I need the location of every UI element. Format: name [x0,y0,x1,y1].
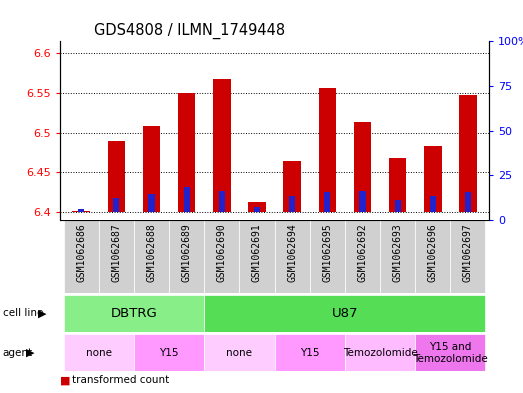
Text: GSM1062687: GSM1062687 [111,224,121,283]
Bar [143,126,161,212]
Bar [204,295,485,332]
Text: Temozolomide: Temozolomide [343,348,417,358]
Bar [134,220,169,293]
Bar [113,198,119,212]
Text: ■: ■ [60,375,71,385]
Bar [149,194,155,212]
Text: none: none [226,348,253,358]
Bar [275,220,310,293]
Text: ▶: ▶ [38,309,47,318]
Bar [345,334,415,371]
Bar [240,220,275,293]
Text: GSM1062692: GSM1062692 [357,224,368,283]
Bar [345,220,380,293]
Text: GSM1062693: GSM1062693 [393,224,403,283]
Bar [459,94,476,212]
Bar [64,334,134,371]
Bar [465,193,471,212]
Text: GSM1062686: GSM1062686 [76,224,86,283]
Bar [310,220,345,293]
Bar [204,334,275,371]
Text: U87: U87 [332,307,358,320]
Bar [213,79,231,212]
Text: GSM1062689: GSM1062689 [181,224,192,283]
Text: Y15 and
Temozolomide: Y15 and Temozolomide [413,342,488,364]
Text: GSM1062696: GSM1062696 [428,224,438,283]
Bar [248,202,266,212]
Text: none: none [86,348,112,358]
Text: GSM1062688: GSM1062688 [146,224,156,283]
Text: GSM1062691: GSM1062691 [252,224,262,283]
Text: GSM1062690: GSM1062690 [217,224,227,283]
Text: GSM1062695: GSM1062695 [322,224,332,283]
Text: cell line: cell line [3,309,43,318]
Text: Y15: Y15 [160,348,179,358]
Bar [169,220,204,293]
Bar [415,334,485,371]
Bar [178,93,196,212]
Bar [354,122,371,212]
Bar [324,193,331,212]
Bar [275,334,345,371]
Bar [108,141,125,212]
Bar [430,196,436,212]
Bar [380,220,415,293]
Bar [73,211,90,212]
Bar [184,187,190,212]
Text: agent: agent [3,348,33,358]
Text: transformed count: transformed count [72,375,169,385]
Bar [394,200,401,212]
Bar [289,196,295,212]
Bar [450,220,485,293]
Bar [283,161,301,212]
Text: DBTRG: DBTRG [110,307,157,320]
Bar [219,191,225,212]
Text: GSM1062694: GSM1062694 [287,224,297,283]
Text: GDS4808 / ILMN_1749448: GDS4808 / ILMN_1749448 [95,22,286,39]
Bar [254,207,260,212]
Bar [64,295,204,332]
Bar [389,158,406,212]
Bar [359,191,366,212]
Bar [134,334,204,371]
Bar [99,220,134,293]
Bar [415,220,450,293]
Bar [64,220,99,293]
Text: ▶: ▶ [26,348,34,358]
Bar [204,220,240,293]
Bar [78,209,84,212]
Text: GSM1062697: GSM1062697 [463,224,473,283]
Bar [319,88,336,212]
Bar [424,146,441,212]
Text: Y15: Y15 [300,348,320,358]
